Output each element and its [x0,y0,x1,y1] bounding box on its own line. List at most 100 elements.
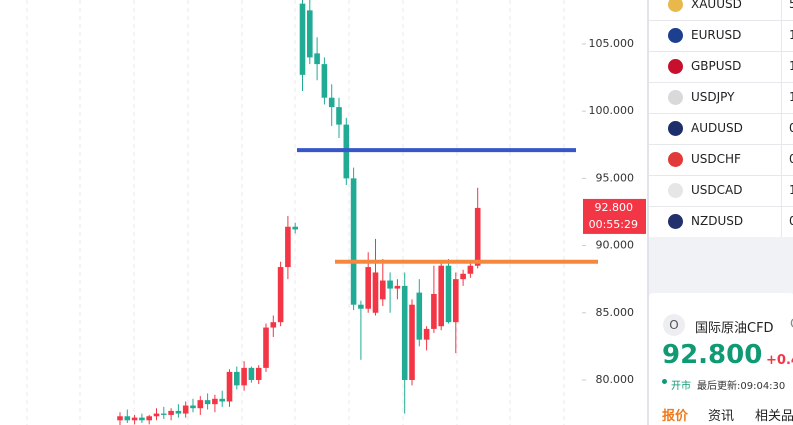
y-tick-label: 90.000 [596,239,635,252]
column-divider [781,113,782,144]
watchlist-row[interactable]: USDCHF 0 [649,144,793,176]
status-dot [662,379,667,384]
watchlist-row[interactable]: USDJPY 1 [649,82,793,114]
symbol: GBPUSD [691,59,742,73]
last-updated: 最后更新:09:04:30 [697,381,786,392]
watchlist-row[interactable]: USDCAD 1 [649,175,793,207]
column-divider [781,51,782,82]
candle-body [219,398,225,402]
symbol: NZDUSD [691,214,744,228]
symbol-name: 国际原油CFD [695,321,774,336]
symbol: USDCAD [691,183,743,197]
candle-body [438,265,444,327]
watchlist-row[interactable]: NZDUSD 0 [649,206,793,237]
y-tick-label: 105.000 [589,37,635,50]
symbol-icon: O [663,314,685,336]
tab[interactable]: 报价 [662,409,689,424]
candle-body [146,416,152,421]
candle-body [336,107,342,125]
flag-icon [668,59,683,74]
flag-icon [668,214,683,229]
candle-body [365,267,371,309]
symbol: USDJPY [691,90,735,104]
candle-body [175,410,182,414]
candle-body [380,280,386,300]
candle-body [401,285,408,380]
symbol: USDCHF [691,152,741,166]
price-cell: 1 [789,28,793,42]
candle-body [409,304,415,380]
market-status: 开市 [671,381,691,392]
flag-icon [668,0,683,12]
candle-body [277,267,284,323]
price-cell: 0 [789,214,793,228]
candle-body [314,53,320,65]
candle-body [460,273,466,280]
y-tick-label: 80.000 [596,373,635,386]
candle-body [190,405,196,409]
candle-body [307,10,313,58]
icon-text: O [669,318,679,332]
candle-body [453,279,459,323]
watchlist-row[interactable]: XAUUSD 5 [649,0,793,21]
candle-body [358,304,364,309]
symbol-suffix: C [790,317,793,332]
price-cell: 1 [789,90,793,104]
candle-body [124,416,131,421]
candle-body [292,226,298,230]
candle-body [241,367,247,386]
candle-body [445,265,452,323]
column-divider [781,206,782,237]
symbol: EURUSD [691,28,742,42]
price-label: 92.800 [595,201,634,214]
candle-body [387,280,393,289]
column-divider [781,144,782,175]
candle-body [212,398,218,405]
quote-change: +0.4 [766,353,793,368]
watchlist-row[interactable]: EURUSD 1 [649,20,793,52]
candle-body [372,272,379,313]
chart: 80.000 85.000 90.000 95.000 100.000 105.000 92… [26,0,648,425]
price-cell: 1 [789,59,793,73]
price-cell: 5 [789,0,793,11]
candle-body [350,178,357,305]
flag-icon [668,183,683,198]
candle-body [263,327,269,368]
y-tick-label: 85.000 [596,306,635,319]
candle-body [139,417,145,421]
quote-card: O 国际原油CFD C 92.800 +0.4 开市 最后更新:09:04:30… [649,293,793,425]
candle-body [234,371,240,386]
symbol: XAUUSD [691,0,742,11]
candle-body [299,3,306,75]
candle-body [255,367,262,380]
candle-body [248,367,255,380]
candle-body [226,371,233,402]
candle-body [416,292,423,340]
price-cell: 0 [789,152,793,166]
candle-body [270,322,277,328]
candle-body [161,413,167,415]
candle-body [431,293,437,329]
watchlist-row[interactable]: AUDUSD 0 [649,113,793,145]
candle-body [321,64,328,98]
countdown-label: 00:55:29 [589,218,638,231]
column-divider [781,0,782,20]
price-cell: 1 [789,183,793,197]
candle-body [153,413,160,417]
candle-body [117,416,123,421]
candle-body [168,410,174,415]
flag-icon [668,152,683,167]
candle-body [328,97,335,108]
candle-body [467,265,474,274]
tab[interactable]: 相关品 [755,409,793,424]
side-panel: XAUUSD5EURUSD1GBPUSD1USDJPY1AUDUSD0USDCH… [648,0,793,425]
tab[interactable]: 资讯 [708,409,735,424]
candle-body [423,328,430,340]
candle-body [285,226,291,268]
watchlist-row[interactable]: GBPUSD 1 [649,51,793,83]
watchlist: XAUUSD5EURUSD1GBPUSD1USDJPY1AUDUSD0USDCH… [649,0,793,237]
column-divider [781,20,782,51]
candle-body [197,400,204,409]
